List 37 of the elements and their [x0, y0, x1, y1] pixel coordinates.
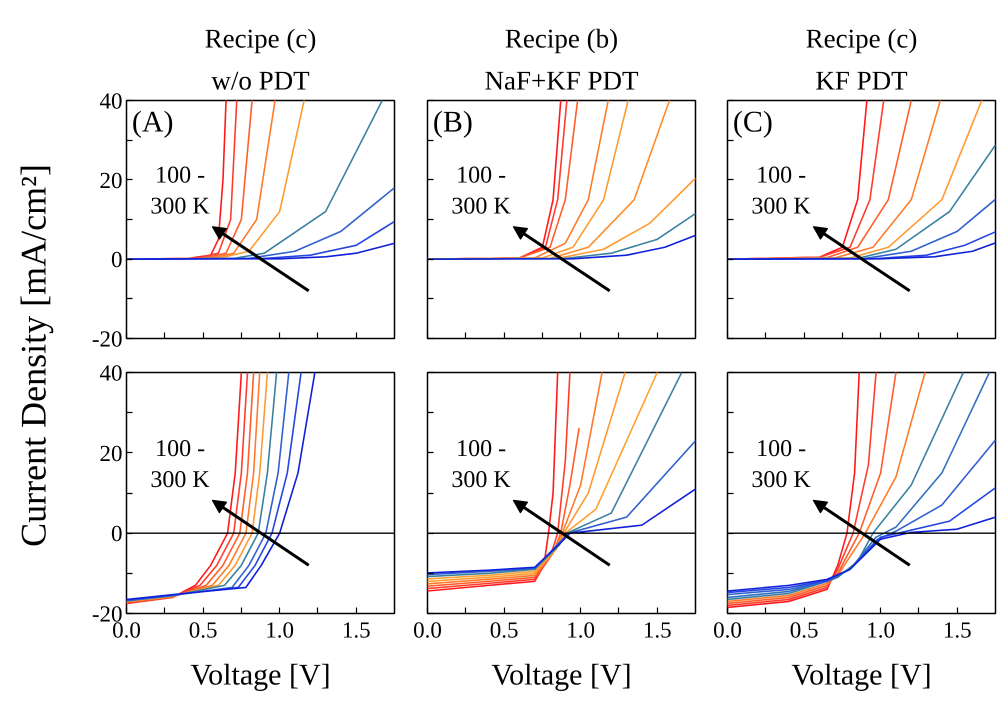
chart-title: Recipe (c) [806, 24, 918, 54]
y-tick-label: 0 [111, 521, 122, 546]
x-tick-label: 1.0 [566, 618, 596, 642]
x-tick-label: 0.5 [790, 618, 818, 642]
y-tick-label: 20 [100, 440, 122, 466]
y-tick-label: -20 [92, 326, 123, 352]
annotation: (C) [732, 105, 773, 138]
x-tick-label: 0.5 [188, 618, 218, 642]
chart-title: Recipe (b) [504, 24, 618, 54]
x-tick-label: 0.0 [413, 618, 442, 642]
chart-subtitle: NaF+KF PDT [484, 66, 640, 96]
y-tick-label: 0 [111, 247, 122, 272]
x-tick-label: 1.0 [866, 618, 896, 642]
x-axis-title: Voltage [V] [791, 658, 932, 692]
annotation: 100 - 300 K [751, 162, 812, 220]
annotation: (B) [432, 105, 473, 138]
x-tick-label: 1.5 [342, 618, 371, 642]
x-axis-title: Voltage [V] [491, 658, 632, 692]
chart-subtitle: w/o PDT [211, 66, 310, 96]
x-axis-title: Voltage [V] [190, 658, 331, 692]
y-tick-label: 40 [100, 360, 122, 386]
annotation: (A) [132, 105, 174, 138]
y-axis-title: Current Density [mA/cm²] [14, 164, 54, 547]
annotation: 100 - 300 K [150, 162, 210, 220]
y-tick-label: 40 [100, 88, 122, 114]
annotation: 100 - 300 K [451, 162, 512, 220]
y-tick-label: 20 [100, 168, 122, 193]
annotation: 100 - 300 K [751, 436, 812, 493]
annotation: 100 - 300 K [451, 436, 512, 493]
x-tick-label: 1.0 [265, 618, 294, 642]
x-tick-label: 0.5 [490, 618, 518, 642]
chart-subtitle: KF PDT [815, 66, 908, 96]
annotation: 100 - 300 K [150, 436, 210, 493]
x-tick-label: 1.5 [642, 618, 672, 642]
chart-title: Recipe (c) [204, 24, 316, 54]
x-tick-label: 1.5 [942, 618, 972, 642]
x-tick-label: 0.0 [713, 618, 742, 642]
